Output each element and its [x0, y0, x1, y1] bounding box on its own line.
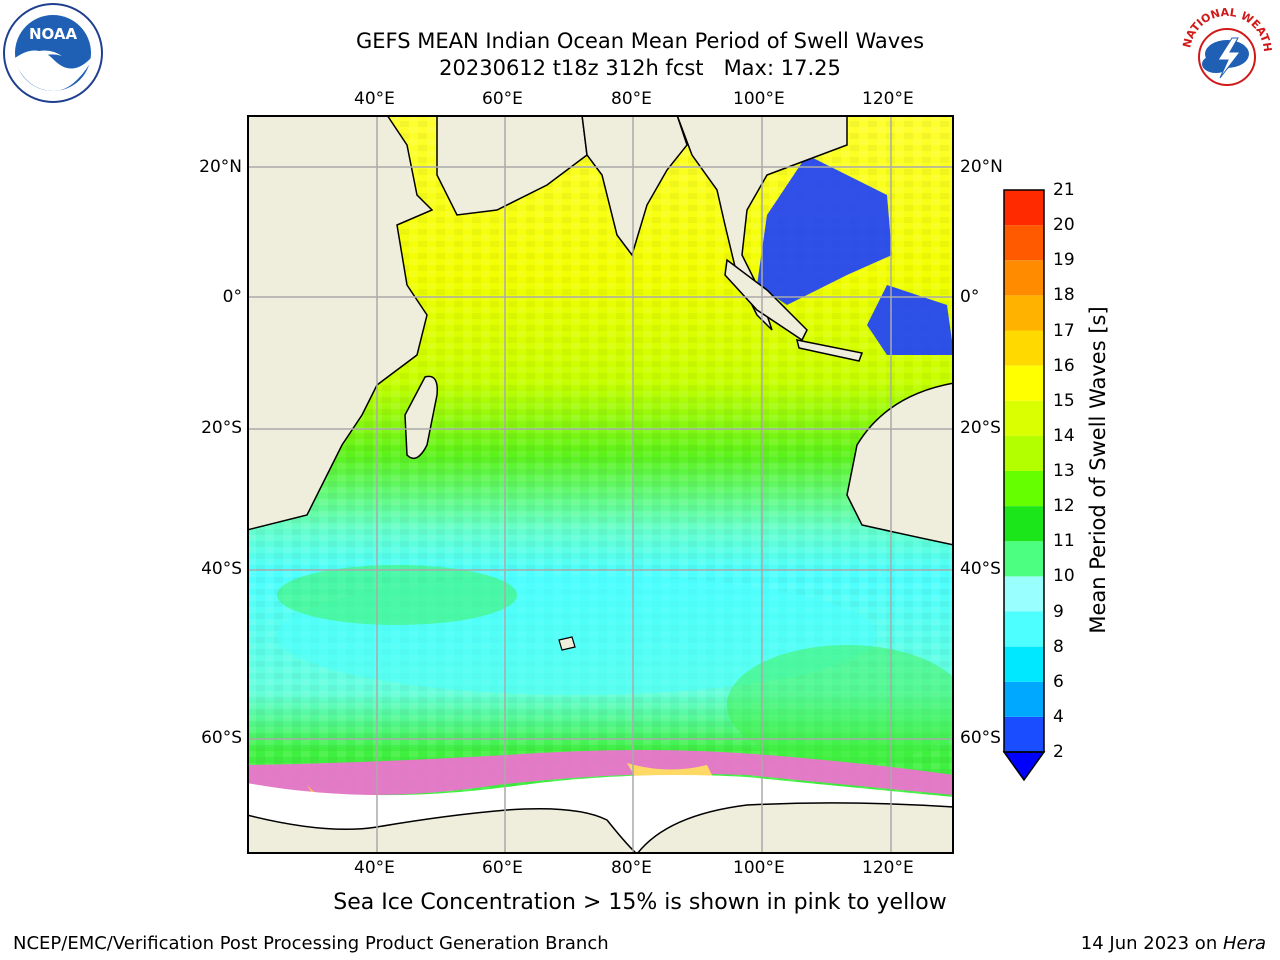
colorbar-tick-label: 18: [1053, 285, 1075, 306]
colorbar-tick-label: 19: [1053, 250, 1075, 271]
colorbar-tick-label: 20: [1053, 215, 1075, 236]
lat-label-left-20n: 20°N: [199, 157, 242, 177]
lat-label-left-20s: 20°S: [201, 418, 242, 438]
colorbar-segment: [1004, 260, 1044, 296]
colorbar-segment: [1004, 541, 1044, 577]
colorbar-tick-label: 11: [1053, 531, 1075, 552]
colorbar: [1002, 189, 1046, 782]
colorbar-segment: [1004, 681, 1044, 717]
colorbar-tick-label: 6: [1053, 671, 1064, 692]
colorbar-segment: [1004, 225, 1044, 261]
map-subtitle: 20230612 t18z 312h fcst Max: 17.25: [439, 56, 841, 80]
lon-label-top-40e: 40°E: [354, 89, 395, 109]
lat-label-left-40s: 40°S: [201, 559, 242, 579]
south-china-sea-blue: [757, 155, 892, 305]
lon-label-top-60e: 60°E: [482, 89, 523, 109]
lon-label-top-120e: 120°E: [862, 89, 914, 109]
graticule: [247, 115, 954, 854]
footer-date: 14 Jun 2023 on Hera: [1081, 933, 1266, 954]
footer-host: Hera: [1222, 933, 1266, 954]
lat-label-left-60s: 60°S: [201, 728, 242, 748]
colorbar-segment: [1004, 506, 1044, 542]
colorbar-segment: [1004, 365, 1044, 401]
footer-date-text: 14 Jun 2023 on: [1080, 933, 1223, 954]
colorbar-tick-label: 8: [1053, 636, 1064, 657]
lat-label-left-0: 0°: [222, 287, 242, 307]
colorbar-title: Mean Period of Swell Waves [s]: [1086, 306, 1110, 634]
colorbar-segment: [1004, 330, 1044, 366]
colorbar-under-triangle: [1002, 751, 1046, 782]
lon-label-bottom-80e: 80°E: [611, 858, 652, 878]
colorbar-tick-label: 4: [1053, 706, 1064, 727]
colorbar-segment: [1004, 190, 1044, 226]
lon-label-bottom-100e: 100°E: [733, 858, 785, 878]
lat-label-right-20n: 20°N: [960, 157, 1003, 177]
lon-label-bottom-40e: 40°E: [354, 858, 395, 878]
lon-label-bottom-120e: 120°E: [862, 858, 914, 878]
svg-text:NOAA: NOAA: [29, 25, 78, 43]
lon-label-bottom-60e: 60°E: [482, 858, 523, 878]
colorbar-frame: [1003, 189, 1045, 753]
lon-label-top-100e: 100°E: [733, 89, 785, 109]
colorbar-segment: [1004, 716, 1044, 752]
colorbar-tick-label: 12: [1053, 496, 1075, 517]
lat-label-right-0: 0°: [960, 287, 980, 307]
colorbar-segment: [1004, 646, 1044, 682]
colorbar-segment: [1004, 576, 1044, 612]
africa-land: [247, 115, 434, 531]
lat-label-right-40s: 40°S: [960, 559, 1001, 579]
map-frame: [247, 115, 954, 854]
colorbar-tick-label: 16: [1053, 355, 1075, 376]
madagascar-land: [404, 375, 438, 460]
colorbar-segment: [1004, 471, 1044, 507]
sea-ice-caption: Sea Ice Concentration > 15% is shown in …: [333, 890, 947, 915]
ocean-map: [247, 115, 954, 854]
australia-land: [846, 382, 954, 546]
noaa-logo: NOAA: [3, 3, 103, 103]
colorbar-tick-label: 15: [1053, 390, 1075, 411]
colorbar-tick-label: 9: [1053, 601, 1064, 622]
colorbar-tick-label: 13: [1053, 461, 1075, 481]
map-title: GEFS MEAN Indian Ocean Mean Period of Sw…: [355, 29, 925, 53]
footer-credit: NCEP/EMC/Verification Post Processing Pr…: [13, 933, 609, 954]
lat-label-right-20s: 20°S: [960, 418, 1001, 438]
colorbar-tick-label: 21: [1053, 180, 1075, 200]
colorbar-tick-label: 17: [1053, 320, 1075, 341]
antarctica-land: [247, 808, 639, 854]
lat-label-right-60s: 60°S: [960, 728, 1001, 748]
colorbar-tick-label: 14: [1053, 425, 1075, 446]
colorbar-segment: [1004, 435, 1044, 471]
kerguelen-island: [558, 636, 576, 651]
lon-label-top-80e: 80°E: [611, 89, 652, 109]
colorbar-segment: [1004, 295, 1044, 331]
nws-logo: NATIONAL WEATHER SERVICE: [1176, 2, 1276, 102]
colorbar-segment: [1004, 400, 1044, 436]
sea-ice-band: [247, 750, 954, 795]
colorbar-segment: [1004, 611, 1044, 647]
colorbar-tick-label: 10: [1053, 566, 1075, 587]
colorbar-tick-label: 2: [1053, 742, 1064, 762]
